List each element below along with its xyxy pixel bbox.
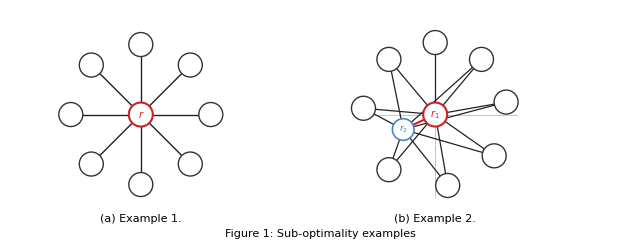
Circle shape <box>377 47 401 71</box>
Text: $r_1$: $r_1$ <box>430 108 440 121</box>
Circle shape <box>392 119 414 140</box>
Circle shape <box>351 96 376 120</box>
Text: r: r <box>139 110 143 120</box>
Circle shape <box>129 33 153 57</box>
Text: (a) Example 1.: (a) Example 1. <box>100 214 182 224</box>
Circle shape <box>199 103 223 126</box>
Circle shape <box>79 152 103 176</box>
Text: $r_2$: $r_2$ <box>399 124 408 135</box>
Circle shape <box>423 31 447 55</box>
Circle shape <box>470 47 493 71</box>
Text: Figure 1: Sub-optimality examples: Figure 1: Sub-optimality examples <box>225 229 415 239</box>
Circle shape <box>494 90 518 114</box>
Circle shape <box>482 144 506 168</box>
Circle shape <box>377 158 401 182</box>
Circle shape <box>129 173 153 196</box>
Circle shape <box>79 53 103 77</box>
Circle shape <box>179 53 202 77</box>
Circle shape <box>59 103 83 126</box>
Circle shape <box>129 103 153 126</box>
Circle shape <box>436 174 460 197</box>
Circle shape <box>179 152 202 176</box>
Text: (b) Example 2.: (b) Example 2. <box>394 214 476 224</box>
Circle shape <box>423 103 447 126</box>
